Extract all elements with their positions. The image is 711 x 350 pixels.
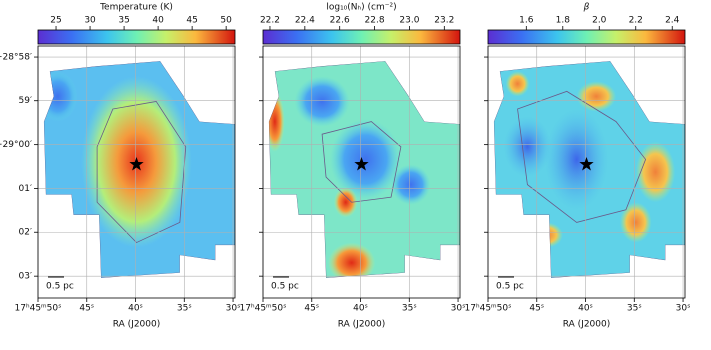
map-feature bbox=[503, 116, 552, 178]
colorbar-tick-label: 22.4 bbox=[295, 16, 315, 26]
map-image bbox=[268, 61, 460, 278]
x-tick-label: 35ˢ bbox=[402, 304, 417, 314]
map-feature bbox=[576, 81, 617, 112]
map-panel: 17ʰ45ᵐ50ˢ 45ˢ 40ˢ 35ˢ 30ˢ −28°58′ 59′ −29°00′ 01… bbox=[0, 3, 240, 330]
x-tick-label: 40ˢ bbox=[128, 304, 143, 314]
colorbar-tick-label: 23.2 bbox=[434, 16, 454, 26]
x-axis-label: RA (J2000) bbox=[113, 320, 161, 330]
frame bbox=[487, 45, 686, 299]
colorbar-tick-label: 22.6 bbox=[330, 16, 350, 26]
colorbar-label: Temperature (K) bbox=[99, 3, 173, 13]
x-axis-label: RA (J2000) bbox=[338, 320, 386, 330]
x-tick-label: 35ˢ bbox=[177, 304, 192, 314]
x-tick-label: 17ʰ45ᵐ50ˢ bbox=[465, 304, 512, 314]
map-feature bbox=[531, 222, 563, 248]
x-tick-label: 40ˢ bbox=[353, 304, 368, 314]
x-tick-label: 45ˢ bbox=[79, 304, 94, 314]
colorbar-tick-label: 35 bbox=[118, 16, 129, 26]
map-feature bbox=[635, 141, 676, 203]
colorbar-tick-label: 2.4 bbox=[665, 16, 680, 26]
map-feature bbox=[391, 164, 431, 205]
scale-bar-label: 0.5 pc bbox=[496, 282, 524, 292]
map-feature bbox=[329, 119, 401, 200]
contour bbox=[268, 61, 460, 278]
x-axis-label: RA (J2000) bbox=[563, 320, 611, 330]
map-feature bbox=[545, 108, 609, 210]
y-tick-label: 02′ bbox=[19, 228, 33, 238]
source-star bbox=[579, 156, 594, 171]
map-feature bbox=[53, 245, 102, 276]
y-tick-label: −28°58′ bbox=[0, 53, 32, 63]
map-feature bbox=[505, 71, 530, 97]
colorbar-tick-label: 1.8 bbox=[556, 16, 571, 26]
colorbar-tick-label: 25 bbox=[50, 16, 61, 26]
contour bbox=[43, 61, 235, 278]
x-tick-label: 30ˢ bbox=[676, 304, 691, 314]
colorbar-tick-label: 2.2 bbox=[629, 16, 643, 26]
colorbar-label: β bbox=[583, 3, 590, 13]
x-tick-label: 40ˢ bbox=[578, 304, 593, 314]
colorbar-tick-label: 22.8 bbox=[365, 16, 385, 26]
x-tick-label: 30ˢ bbox=[226, 304, 241, 314]
colorbar bbox=[487, 29, 686, 45]
map-panel: 17ʰ45ᵐ50ˢ 45ˢ 40ˢ 35ˢ 30ˢ 0.5 pc RA (J2000) 22.… bbox=[240, 3, 466, 330]
contour bbox=[321, 121, 402, 203]
contour bbox=[493, 61, 685, 278]
colorbar-tick-label: 22.2 bbox=[260, 16, 280, 26]
y-tick-label: 03′ bbox=[19, 272, 33, 282]
map-feature bbox=[328, 242, 376, 278]
source-star bbox=[354, 156, 369, 171]
colorbar bbox=[262, 29, 461, 45]
y-tick-label: 59′ bbox=[19, 96, 33, 106]
colorbar-tick-label: 23.0 bbox=[399, 16, 419, 26]
frame bbox=[37, 45, 236, 299]
x-tick-label: 30ˢ bbox=[451, 304, 466, 314]
contour bbox=[517, 90, 647, 223]
colorbar-tick-label: 1.6 bbox=[519, 16, 534, 26]
scale-bar-label: 0.5 pc bbox=[271, 282, 299, 292]
colorbar-label: log₁₀(Nₕ) (cm⁻²) bbox=[326, 3, 396, 13]
y-tick-label: 01′ bbox=[19, 184, 33, 194]
colorbar-tick-label: 40 bbox=[152, 16, 164, 26]
colorbar-tick-label: 45 bbox=[186, 16, 197, 26]
x-tick-label: 17ʰ45ᵐ50ˢ bbox=[240, 304, 287, 314]
colorbar bbox=[37, 29, 236, 45]
map-feature bbox=[619, 202, 652, 243]
colorbar-tick-label: 2.0 bbox=[592, 16, 607, 26]
source-star bbox=[129, 156, 144, 171]
x-tick-label: 17ʰ45ᵐ50ˢ bbox=[15, 304, 62, 314]
map-panel: 17ʰ45ᵐ50ˢ 45ˢ 40ˢ 35ˢ 30ˢ 0.5 pc RA (J2000) 1.6… bbox=[465, 3, 691, 330]
x-tick-label: 35ˢ bbox=[627, 304, 642, 314]
colorbar-tick-label: 50 bbox=[220, 16, 232, 26]
x-tick-label: 45ˢ bbox=[304, 304, 319, 314]
map-feature bbox=[333, 187, 358, 218]
colorbar-tick-label: 30 bbox=[84, 16, 96, 26]
map-feature bbox=[294, 76, 350, 127]
map-feature bbox=[43, 71, 78, 122]
y-tick-label: −29°00′ bbox=[0, 140, 32, 150]
scale-bar-label: 0.5 pc bbox=[46, 282, 74, 292]
x-tick-label: 45ˢ bbox=[529, 304, 544, 314]
map-image bbox=[43, 61, 235, 278]
frame bbox=[262, 45, 461, 299]
